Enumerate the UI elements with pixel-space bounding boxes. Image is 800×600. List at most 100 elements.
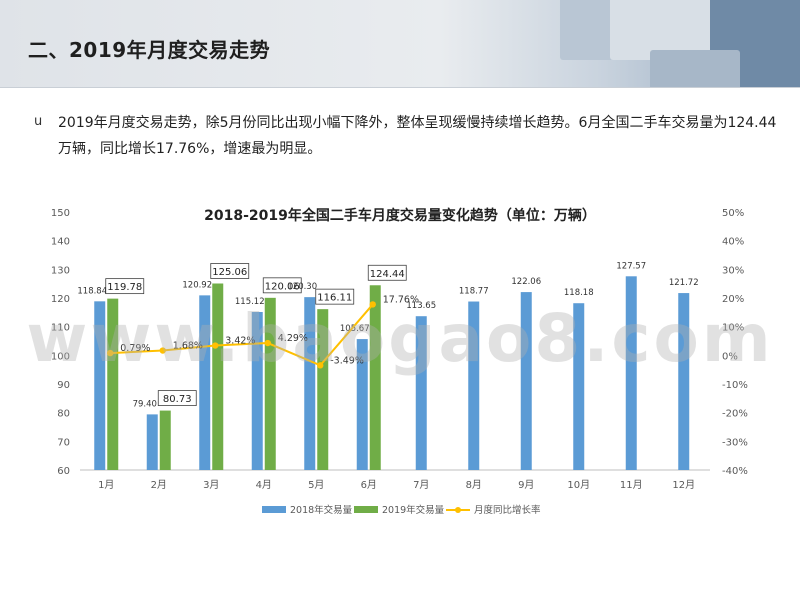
- data-label-2019: 80.73: [163, 394, 192, 405]
- bar-2018: [94, 301, 106, 470]
- data-label-2018: 118.84: [77, 286, 107, 296]
- y-right-tick-label: 50%: [722, 208, 744, 219]
- header-decoration: [500, 0, 800, 88]
- data-label-box-2019: [210, 263, 250, 279]
- y-left-tick-label: 140: [51, 237, 70, 248]
- y-right-tick-label: -30%: [722, 437, 748, 448]
- growth-rate-label: 3.42%: [225, 336, 255, 347]
- x-tick-label: 5月: [308, 479, 324, 491]
- data-label-2019: 125.06: [212, 267, 247, 278]
- growth-rate-point: [212, 342, 219, 349]
- bar-2019: [369, 285, 381, 470]
- x-tick-label: 7月: [413, 479, 429, 491]
- chart-title: 2018-2019年全国二手车月度交易量变化趋势（单位：万辆）: [204, 207, 596, 224]
- y-left-tick-label: 60: [57, 466, 70, 477]
- legend-label-growth: 月度同比增长率: [474, 504, 541, 516]
- data-label-2018: 118.18: [564, 288, 594, 298]
- y-left-tick-label: 70: [57, 437, 70, 448]
- legend-label-2018: 2018年交易量: [290, 504, 353, 516]
- bar-2019: [317, 309, 329, 470]
- bar-2018: [146, 414, 158, 470]
- growth-rate-label: 0.79%: [120, 343, 150, 354]
- y-right-tick-label: 40%: [722, 237, 744, 248]
- page-title: 二、2019年月度交易走势: [28, 38, 271, 62]
- data-label-2018: 118.77: [459, 287, 489, 297]
- growth-rate-point: [107, 349, 114, 357]
- growth-rate-point: [159, 347, 166, 354]
- growth-rate-line: [110, 303, 374, 367]
- legend-label-2019: 2019年交易量: [382, 504, 445, 516]
- y-right-tick-label: -10%: [722, 380, 748, 391]
- bar-2019: [264, 297, 276, 470]
- bar-2018: [356, 339, 368, 470]
- x-tick-label: 8月: [466, 479, 482, 491]
- y-right-tick-label: -40%: [722, 466, 748, 477]
- y-right-tick-label: -20%: [722, 409, 748, 420]
- data-label-2018: 113.65: [406, 301, 436, 311]
- x-tick-label: 9月: [518, 479, 534, 491]
- data-label-2018: 121.72: [669, 278, 699, 288]
- bar-2018: [304, 297, 316, 470]
- x-tick-label: 1月: [98, 479, 114, 491]
- data-label-2018: 122.06: [511, 277, 541, 287]
- y-left-tick-label: 100: [51, 351, 70, 362]
- legend-marker-growth: [455, 507, 461, 513]
- bar-2018: [415, 316, 427, 470]
- bullet-marker: u: [34, 114, 43, 129]
- y-right-tick-label: 10%: [722, 323, 744, 334]
- bar-2019: [212, 283, 224, 470]
- data-label-box-2019: [262, 277, 302, 294]
- growth-rate-label: 4.29%: [278, 333, 308, 344]
- growth-rate-point: [264, 339, 271, 347]
- x-tick-label: 12月: [672, 479, 695, 491]
- data-label-2019: 116.11: [317, 293, 352, 304]
- legend-swatch-2019: [354, 506, 378, 513]
- data-label-2018: 120.92: [182, 280, 212, 290]
- legend-swatch-2018: [262, 506, 286, 513]
- bar-2019: [107, 298, 119, 470]
- data-label-2019: 124.44: [370, 269, 405, 280]
- x-tick-label: 6月: [361, 479, 377, 491]
- growth-rate-label: -3.49%: [330, 355, 364, 366]
- data-label-2018: 120.30: [287, 282, 317, 292]
- data-label-2018: 115.12: [235, 297, 265, 307]
- y-right-tick-label: 30%: [722, 265, 744, 276]
- growth-rate-label: 17.76%: [383, 294, 419, 305]
- growth-rate-point: [369, 301, 376, 308]
- monthly-volume-chart: 2018-2019年全国二手车月度交易量变化趋势（单位：万辆） 60 70 80 90 1…: [51, 207, 748, 516]
- data-label-2019: 119.78: [107, 282, 142, 293]
- x-tick-label: 2月: [151, 479, 167, 491]
- y-right-tick-label: 20%: [722, 294, 744, 305]
- y-left-tick-label: 120: [51, 294, 70, 305]
- data-label-2019: 120.06: [265, 281, 300, 292]
- y-left-tick-label: 130: [51, 265, 70, 276]
- bar-2018: [199, 295, 211, 470]
- bar-2018: [625, 276, 637, 470]
- data-label-box-2019: [367, 264, 407, 281]
- bar-2018: [251, 311, 263, 470]
- data-label-box-2019: [157, 390, 197, 406]
- x-tick-label: 3月: [203, 479, 219, 491]
- x-tick-label: 4月: [256, 479, 272, 491]
- growth-rate-label: 1.68%: [173, 341, 203, 352]
- y-right-tick-label: 0%: [722, 351, 738, 362]
- bar-2018: [573, 303, 585, 470]
- x-tick-label: 10月: [567, 479, 590, 491]
- y-left-tick-label: 90: [57, 380, 70, 391]
- bar-2018: [678, 293, 690, 470]
- x-tick-label: 11月: [620, 479, 643, 491]
- data-label-2018: 79.40: [133, 399, 157, 409]
- bar-2019: [159, 410, 171, 470]
- data-label-2018: 127.57: [616, 261, 646, 271]
- data-label-2018: 105.67: [340, 324, 370, 334]
- bar-2018: [520, 292, 532, 470]
- data-label-box-2019: [105, 278, 145, 295]
- summary-text: 2019年月度交易走势，除5月份同比出现小幅下降外，整体呈现缓慢持续增长趋势。6…: [58, 115, 777, 157]
- y-left-tick-label: 80: [57, 409, 70, 420]
- y-left-tick-label: 110: [51, 323, 70, 334]
- data-label-box-2019: [315, 288, 355, 305]
- bar-2018: [468, 301, 480, 470]
- header-divider: [0, 87, 800, 88]
- growth-rate-point: [317, 362, 324, 369]
- y-left-tick-label: 150: [51, 208, 70, 219]
